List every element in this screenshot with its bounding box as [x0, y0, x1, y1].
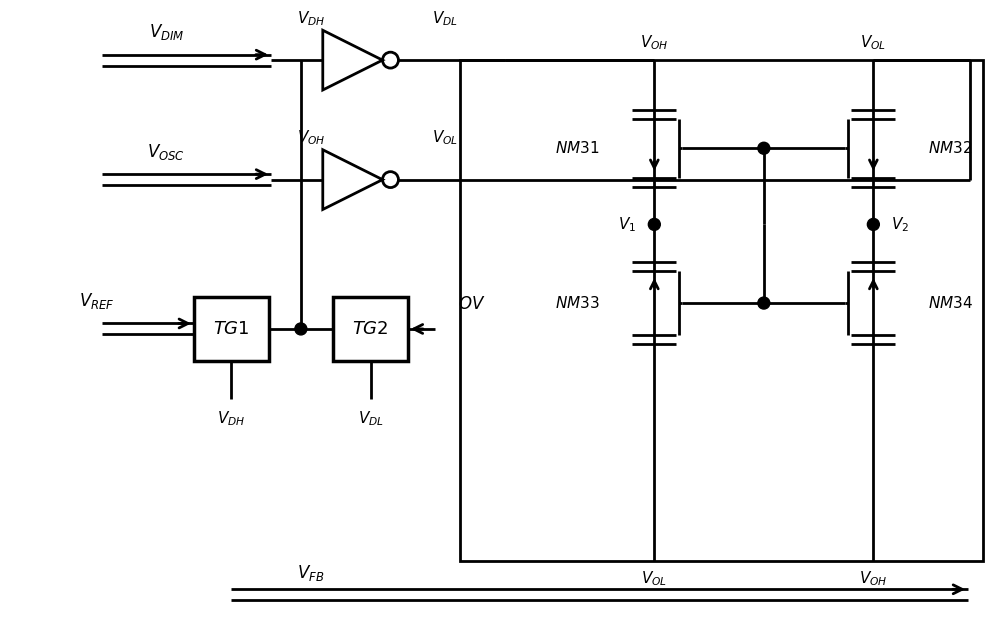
- Text: $TG1$: $TG1$: [213, 320, 250, 338]
- Circle shape: [867, 219, 879, 230]
- Text: $V_{DH}$: $V_{DH}$: [297, 9, 325, 28]
- Text: $V_{DIM}$: $V_{DIM}$: [149, 22, 184, 42]
- Circle shape: [648, 219, 660, 230]
- Bar: [333, 297, 408, 361]
- Text: $V_{OL}$: $V_{OL}$: [641, 569, 667, 588]
- Text: $V_{DL}$: $V_{DL}$: [358, 410, 384, 429]
- Text: $V_{OH}$: $V_{OH}$: [640, 33, 669, 51]
- Text: $V_{REF}$: $V_{REF}$: [79, 291, 115, 311]
- Text: $NM33$: $NM33$: [555, 295, 600, 311]
- Bar: [460, 60, 983, 561]
- Text: $V_{OH}$: $V_{OH}$: [297, 129, 325, 147]
- Text: $V_2$: $V_2$: [891, 215, 909, 234]
- Text: $NM31$: $NM31$: [555, 140, 600, 156]
- Circle shape: [758, 297, 770, 309]
- Text: $V_1$: $V_1$: [618, 215, 636, 234]
- Text: $V_{OH}$: $V_{OH}$: [859, 569, 888, 588]
- Text: $NM34$: $NM34$: [928, 295, 973, 311]
- Circle shape: [758, 142, 770, 154]
- Text: $V_{DL}$: $V_{DL}$: [432, 9, 458, 28]
- Text: $OV$: $OV$: [458, 295, 486, 313]
- Text: $V_{OL}$: $V_{OL}$: [860, 33, 886, 51]
- Text: $TG2$: $TG2$: [352, 320, 389, 338]
- Text: $NM32$: $NM32$: [928, 140, 973, 156]
- Text: $V_{OSC}$: $V_{OSC}$: [147, 142, 185, 162]
- Circle shape: [295, 323, 307, 335]
- Text: $V_{FB}$: $V_{FB}$: [297, 563, 324, 583]
- Text: $V_{DH}$: $V_{DH}$: [217, 410, 245, 429]
- Bar: [194, 297, 269, 361]
- Text: $V_{OL}$: $V_{OL}$: [432, 129, 458, 147]
